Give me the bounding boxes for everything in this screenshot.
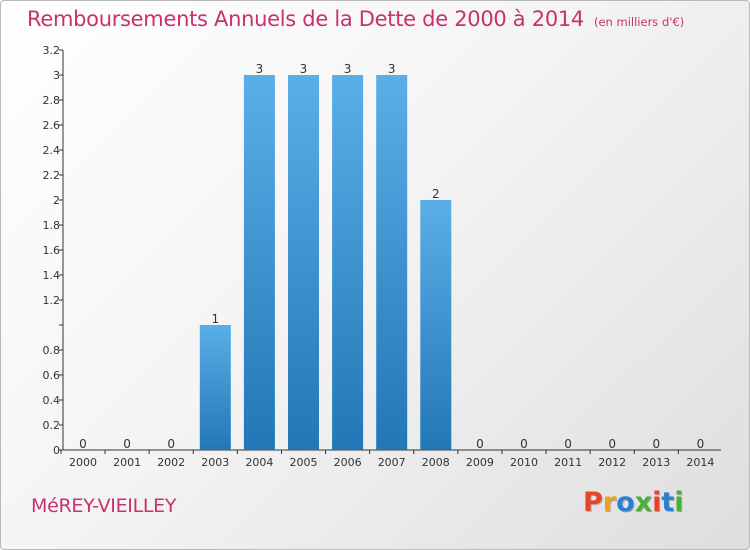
y-tick-label: 0.6 xyxy=(43,369,61,382)
x-tick-label: 2003 xyxy=(201,456,229,469)
bar-value-label: 0 xyxy=(123,437,131,451)
y-tick-label: 0.2 xyxy=(43,419,61,432)
bar xyxy=(376,75,408,450)
y-tick-label: 2.6 xyxy=(43,119,61,132)
bar-value-label: 0 xyxy=(520,437,528,451)
x-tick-label: 2002 xyxy=(157,456,185,469)
logo-letter: t xyxy=(661,487,675,518)
x-tick-label: 2005 xyxy=(290,456,318,469)
y-tick-label: 1.8 xyxy=(43,219,61,232)
x-tick-label: 2001 xyxy=(113,456,141,469)
logo-letter: P xyxy=(583,487,603,518)
x-tick-label: 2010 xyxy=(510,456,538,469)
bars xyxy=(199,75,452,450)
y-tick-label: 2.4 xyxy=(43,144,61,157)
bar xyxy=(243,75,275,450)
x-tick-label: 2013 xyxy=(642,456,670,469)
bar xyxy=(332,75,364,450)
y-tick-label: 3.2 xyxy=(43,44,61,57)
logo-letter: x xyxy=(634,487,653,518)
title-row: Remboursements Annuels de la Dette de 20… xyxy=(27,7,684,31)
axes: 0 0.2 0.4 0.6 0.8 1.2 1.4 1.6 1.8 2 2.2 2.4 2.6 2.8 3 3… xyxy=(43,44,721,469)
bar-value-label: 3 xyxy=(388,62,396,76)
x-tick-label: 2014 xyxy=(686,456,714,469)
bar-value-label: 0 xyxy=(79,437,87,451)
bar-value-label: 0 xyxy=(564,437,572,451)
bar-value-label: 0 xyxy=(167,437,175,451)
bar xyxy=(199,325,231,450)
y-tick-label: 2.8 xyxy=(43,94,61,107)
y-tick-label: 1.2 xyxy=(43,294,61,307)
proxiti-logo[interactable]: Proxiti xyxy=(583,487,684,518)
y-tick-label: 1.4 xyxy=(43,269,61,282)
y-tick-label: 0.8 xyxy=(43,344,61,357)
bar-value-label: 3 xyxy=(344,62,352,76)
bar-value-label: 0 xyxy=(697,437,705,451)
x-tick-label: 2000 xyxy=(69,456,97,469)
bar-value-label: 0 xyxy=(476,437,484,451)
logo-letter: i xyxy=(652,487,662,518)
x-tick-label: 2007 xyxy=(378,456,406,469)
commune-name: MéREY-VIEILLEY xyxy=(31,495,177,517)
y-tick-label: 1.6 xyxy=(43,244,61,257)
x-tick-label: 2012 xyxy=(598,456,626,469)
logo-letter: r xyxy=(602,487,617,518)
bar-value-label: 3 xyxy=(300,62,308,76)
bar-value-label: 1 xyxy=(211,312,219,326)
bar-value-label: 3 xyxy=(256,62,264,76)
bar-value-label: 0 xyxy=(652,437,660,451)
bar-value-label: 2 xyxy=(432,187,440,201)
logo-letter: i xyxy=(674,487,684,518)
x-tick-label: 2004 xyxy=(245,456,273,469)
chart-title: Remboursements Annuels de la Dette de 20… xyxy=(27,7,584,31)
data-labels: 0 0 0 1 3 3 3 3 2 0 0 0 0 0 0 xyxy=(79,62,704,451)
x-tick-label: 2011 xyxy=(554,456,582,469)
bar xyxy=(288,75,319,450)
x-tick-label: 2009 xyxy=(466,456,494,469)
chart-subtitle: (en milliers d'€) xyxy=(594,15,685,29)
y-tick-label: 2 xyxy=(53,194,60,207)
x-tick-label: 2008 xyxy=(422,456,450,469)
y-tick-label: 0.4 xyxy=(43,394,61,407)
logo-letter: o xyxy=(616,487,635,518)
bar xyxy=(420,200,452,450)
bar-value-label: 0 xyxy=(608,437,616,451)
y-tick-label: 3 xyxy=(53,69,60,82)
y-tick-label: 2.2 xyxy=(43,169,61,182)
y-tick-label: 0 xyxy=(53,444,60,457)
x-tick-label: 2006 xyxy=(334,456,362,469)
